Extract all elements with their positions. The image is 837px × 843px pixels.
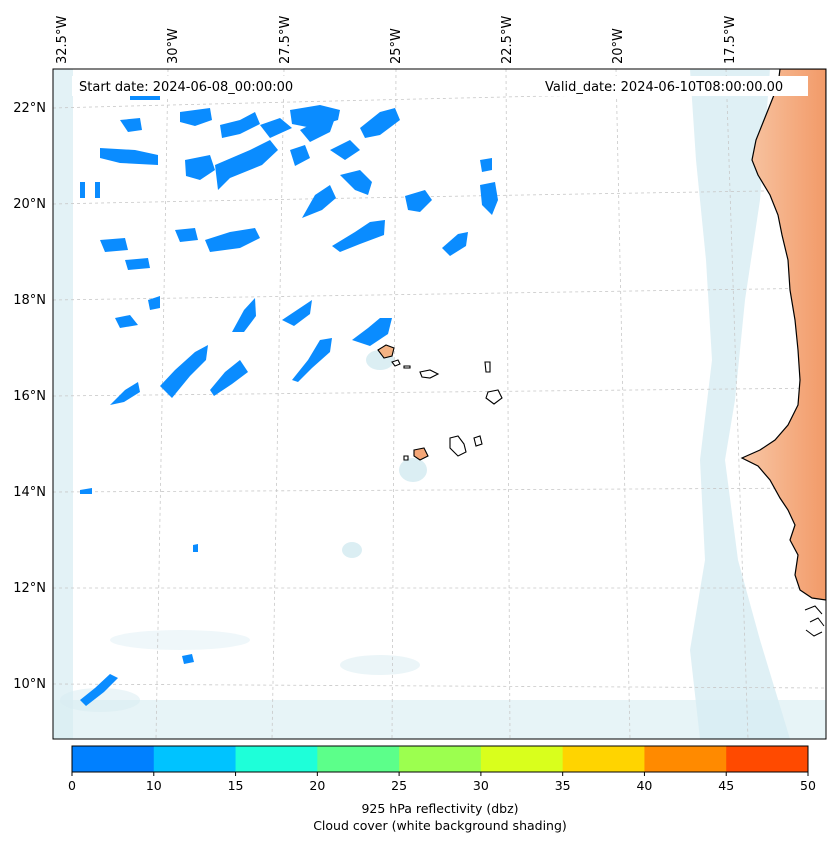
lon-label: 22.5°W: [500, 16, 515, 64]
colorbar-segment: [72, 746, 155, 772]
africa-landmass: [740, 69, 826, 601]
latitude-labels: 22°N 20°N 18°N 16°N 14°N 12°N 10°N: [13, 101, 46, 692]
colorbar-segment: [644, 746, 727, 772]
lon-label: 20°W: [611, 28, 626, 64]
coast-detail: [804, 605, 825, 637]
colorbar-label-line1: 925 hPa reflectivity (dbz): [361, 801, 518, 816]
colorbar-tick-label: 0: [68, 778, 76, 793]
cloud-cover-shading: [53, 69, 826, 739]
colorbar-tick-label: 50: [800, 778, 816, 793]
colorbar-tick-label: 40: [636, 778, 652, 793]
lon-label: 30°W: [166, 28, 181, 64]
colorbar-tick-label: 35: [555, 778, 571, 793]
colorbar-tick-label: 30: [473, 778, 489, 793]
colorbar-tick-label: 45: [718, 778, 734, 793]
lon-label: 17.5°W: [723, 16, 738, 64]
cape-verde-islands: [377, 344, 503, 461]
colorbar-tick-label: 10: [146, 778, 162, 793]
lat-label: 10°N: [13, 677, 46, 692]
valid-date-box: [538, 76, 808, 96]
start-date-box: [72, 76, 316, 96]
lon-label: 25°W: [389, 28, 404, 64]
colorbar-tick-label: 15: [228, 778, 244, 793]
colorbar: 0 10 15 20 25 30 35 40 45 50: [68, 745, 816, 793]
colorbar-segment: [153, 746, 237, 772]
lon-label: 32.5°W: [55, 16, 70, 64]
colorbar-segment: [480, 746, 564, 772]
lat-label: 12°N: [13, 581, 46, 596]
longitude-labels: 32.5°W 30°W 27.5°W 25°W 22.5°W 20°W 17.5…: [55, 16, 738, 64]
start-date-label: Start date: 2024-06-08_00:00:00: [79, 80, 293, 95]
lat-label: 20°N: [13, 197, 46, 212]
map-gridlines: [53, 69, 826, 739]
colorbar-segment: [726, 746, 809, 772]
reflectivity-cells: [80, 95, 498, 706]
lon-label: 27.5°W: [278, 16, 293, 64]
colorbar-border: [71, 745, 809, 773]
colorbar-label-line2: Cloud cover (white background shading): [313, 818, 567, 833]
lat-label: 18°N: [13, 293, 46, 308]
map-frame: [52, 68, 827, 740]
colorbar-segment: [399, 746, 482, 772]
colorbar-tick-label: 20: [309, 778, 325, 793]
colorbar-segment: [562, 746, 645, 772]
valid-date-label: Valid_date: 2024-06-10T08:00:00.00: [545, 80, 783, 95]
lat-label: 14°N: [13, 485, 46, 500]
lat-label: 22°N: [13, 101, 46, 116]
colorbar-tick-label: 25: [391, 778, 407, 793]
colorbar-segment: [235, 746, 318, 772]
lat-label: 16°N: [13, 389, 46, 404]
colorbar-segment: [317, 746, 400, 772]
